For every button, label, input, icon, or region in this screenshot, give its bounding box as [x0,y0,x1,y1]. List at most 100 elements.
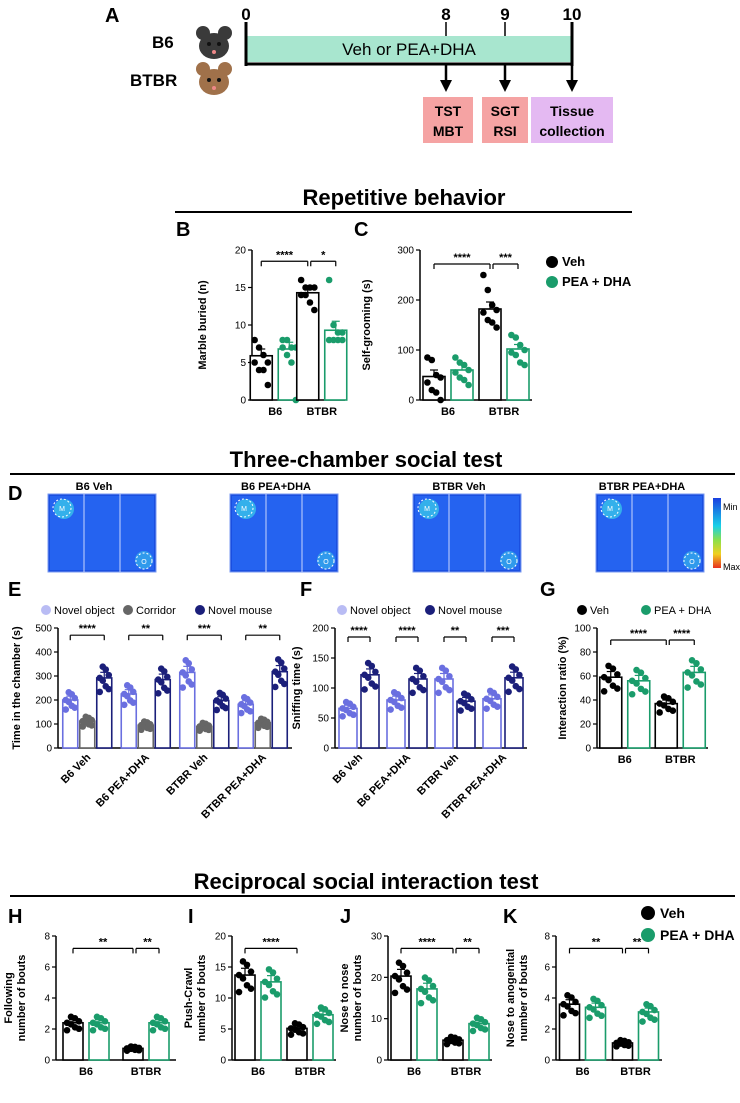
data-point [123,682,131,689]
y-tick-label: 300 [397,246,414,257]
heatmap-title: BTBR PEA+DHA [599,481,686,493]
data-point [516,341,524,349]
colorscale-bar [713,498,721,568]
y-axis-label-line: Following [3,972,15,1023]
data-point [205,722,213,729]
panel-letter-b: B [176,219,190,241]
data-point [437,374,444,381]
legend-dot [123,605,133,615]
data-point [243,706,251,713]
data-point [437,396,444,404]
data-point [633,666,640,674]
data-point [102,683,110,690]
legend-dot [425,605,435,615]
y-axis-label: Self-grooming (s) [361,279,373,370]
y-tick-label: 30 [371,932,383,943]
legend-dot [195,605,205,615]
data-point [409,689,416,697]
data-point [372,668,379,676]
data-point [432,389,440,396]
y-axis-label-line: Time in the chamber (s) [11,626,23,750]
data-point [62,706,70,713]
data-point [364,659,372,667]
data-point [297,276,305,284]
panel-letter-i: I [188,906,194,928]
data-point [625,1038,632,1046]
y-axis-label-line: Marble buried (n) [197,280,209,370]
y-axis-label-line: Self-grooming (s) [361,279,373,370]
legend-label-pea-k: PEA + DHA [660,927,735,943]
legend-dot-pea [641,605,651,615]
y-tick-label: 200 [397,296,414,307]
data-point [213,706,221,714]
arrow-head [440,80,452,92]
data-point [572,998,579,1006]
y-axis-label: Marble buried (n) [197,280,209,370]
cup-object [135,552,153,570]
timeline-box [423,97,473,143]
data-point [594,1010,601,1017]
cup-object [500,552,518,570]
box-line1: TST [435,103,462,119]
y-tick-label: 8 [544,932,550,943]
legend-label-g: PEA + DHA [654,605,712,617]
legend-label-e: Novel mouse [208,605,272,617]
data-point [89,1026,97,1034]
data-point [263,718,271,726]
data-point [605,662,612,670]
y-axis-label: Nose to nosenumber of bouts [339,955,364,1042]
data-point [199,719,207,727]
significance-label: ** [633,936,642,948]
legend-dot [337,605,347,615]
data-point [600,688,608,695]
y-tick-label: 4 [544,994,550,1005]
y-tick-label: 100 [312,684,329,695]
data-point [264,359,272,366]
y-tick-label: 10 [215,994,227,1005]
data-point [68,702,76,710]
data-point [149,1019,157,1027]
cup-marker-m: M [607,506,613,513]
x-tick-label: B6 PEA+DHA [94,752,152,810]
data-point [368,680,376,687]
y-axis-label-line: Push-Crawl [183,968,195,1029]
legend-dot-veh [641,906,655,920]
y-axis-label: Nose to anogenitalnumber of bouts [505,949,530,1047]
data-point [669,698,677,706]
panel-letter-h: H [8,906,22,928]
y-tick-label: 20 [215,932,227,943]
data-point [269,987,277,995]
heatmap-title: B6 Veh [76,481,113,493]
y-tick-label: 0 [585,744,591,755]
data-point [665,705,672,713]
y-tick-label: 5 [220,1025,226,1036]
data-point [295,1028,303,1036]
data-point [235,988,243,996]
data-point [350,703,357,711]
data-point [246,699,254,706]
y-axis-label: Sniffing time (s) [291,646,303,729]
panel-letter-k: K [503,906,518,928]
y-tick-label: 6 [544,963,550,974]
data-point [264,381,272,389]
data-point [135,1044,143,1052]
data-point [287,1031,295,1039]
mouse-nose [212,86,216,90]
data-point [273,975,281,983]
box-line2: collection [539,123,604,139]
data-point [299,1023,307,1031]
data-point [457,697,464,705]
data-point [483,705,490,712]
data-point [325,276,333,284]
y-axis-label: Push-Crawlnumber of bouts [183,955,208,1042]
data-point [493,324,500,331]
significance-label: *** [198,623,212,635]
y-tick-label: 0 [323,744,329,755]
panel-letter-j: J [340,906,351,928]
data-point [417,999,425,1007]
cup-mouse [52,498,72,518]
y-tick-label: 20 [371,973,383,984]
data-point [271,683,279,691]
data-point [684,669,691,676]
y-tick-label: 6 [44,963,50,974]
